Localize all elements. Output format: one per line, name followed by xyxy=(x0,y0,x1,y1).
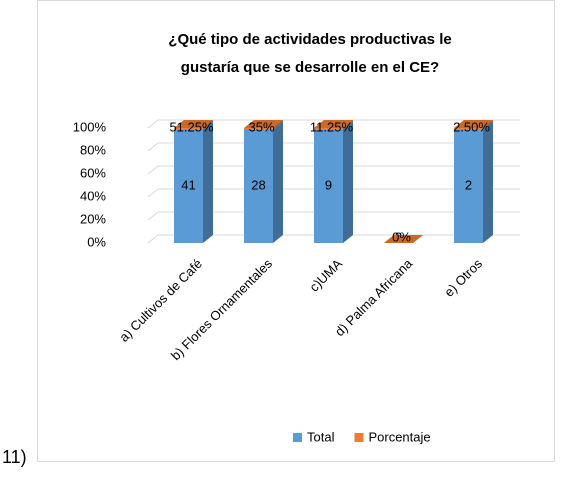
grid-line xyxy=(147,142,520,152)
bar-face xyxy=(244,120,283,128)
grid-line xyxy=(147,165,520,175)
bar-face xyxy=(174,128,203,130)
bar xyxy=(454,121,493,243)
chart-title: gustaría que se desarrolle en el CE? xyxy=(181,59,439,76)
chart-title: ¿Qué tipo de actividades productivas le xyxy=(168,31,451,48)
item-number: 11) xyxy=(2,447,27,467)
y-tick-label: 100% xyxy=(73,119,107,134)
legend-label: Porcentaje xyxy=(368,429,430,444)
bar-face xyxy=(244,129,273,243)
data-label: 51.25% xyxy=(169,119,214,134)
bar-face xyxy=(454,128,483,130)
bar-face xyxy=(314,128,343,130)
bar-face xyxy=(343,120,353,130)
bar xyxy=(314,120,353,130)
bar-face xyxy=(244,128,273,130)
bar-face xyxy=(483,121,493,243)
bar-face xyxy=(273,120,283,130)
bar-face xyxy=(203,120,213,130)
data-label: 2 xyxy=(465,178,472,193)
y-tick-label: 0% xyxy=(87,234,106,249)
bar-face xyxy=(454,129,483,243)
bar-face xyxy=(343,121,353,243)
legend-swatch xyxy=(354,433,364,442)
bar-face xyxy=(314,120,353,128)
data-label: 11.25% xyxy=(310,119,354,134)
bar-face xyxy=(174,120,213,128)
bar-face xyxy=(174,129,203,243)
bar-face xyxy=(384,235,423,243)
bar-face xyxy=(483,120,493,130)
grid-line xyxy=(147,119,520,129)
bar xyxy=(314,121,353,243)
grid-line xyxy=(147,211,520,221)
bar-face xyxy=(314,129,343,243)
y-tick-label: 40% xyxy=(80,188,106,203)
bar-face xyxy=(454,120,493,128)
data-label: 28 xyxy=(251,178,265,193)
data-label: 0% xyxy=(392,229,411,244)
y-tick-label: 60% xyxy=(80,165,106,180)
legend-label: Total xyxy=(307,429,335,444)
data-label: 35% xyxy=(248,119,274,134)
y-tick-label: 20% xyxy=(80,211,106,226)
data-label: 9 xyxy=(325,178,332,193)
legend-swatch xyxy=(293,433,302,442)
bar-face xyxy=(203,121,213,243)
bar xyxy=(384,235,423,243)
bar xyxy=(244,120,283,130)
data-label: 41 xyxy=(181,178,195,193)
y-tick-label: 80% xyxy=(80,142,106,157)
grid-line xyxy=(147,188,520,198)
bar xyxy=(454,120,493,130)
bar-face xyxy=(273,121,283,243)
bar xyxy=(174,120,213,130)
data-label: 2.50% xyxy=(453,119,490,134)
